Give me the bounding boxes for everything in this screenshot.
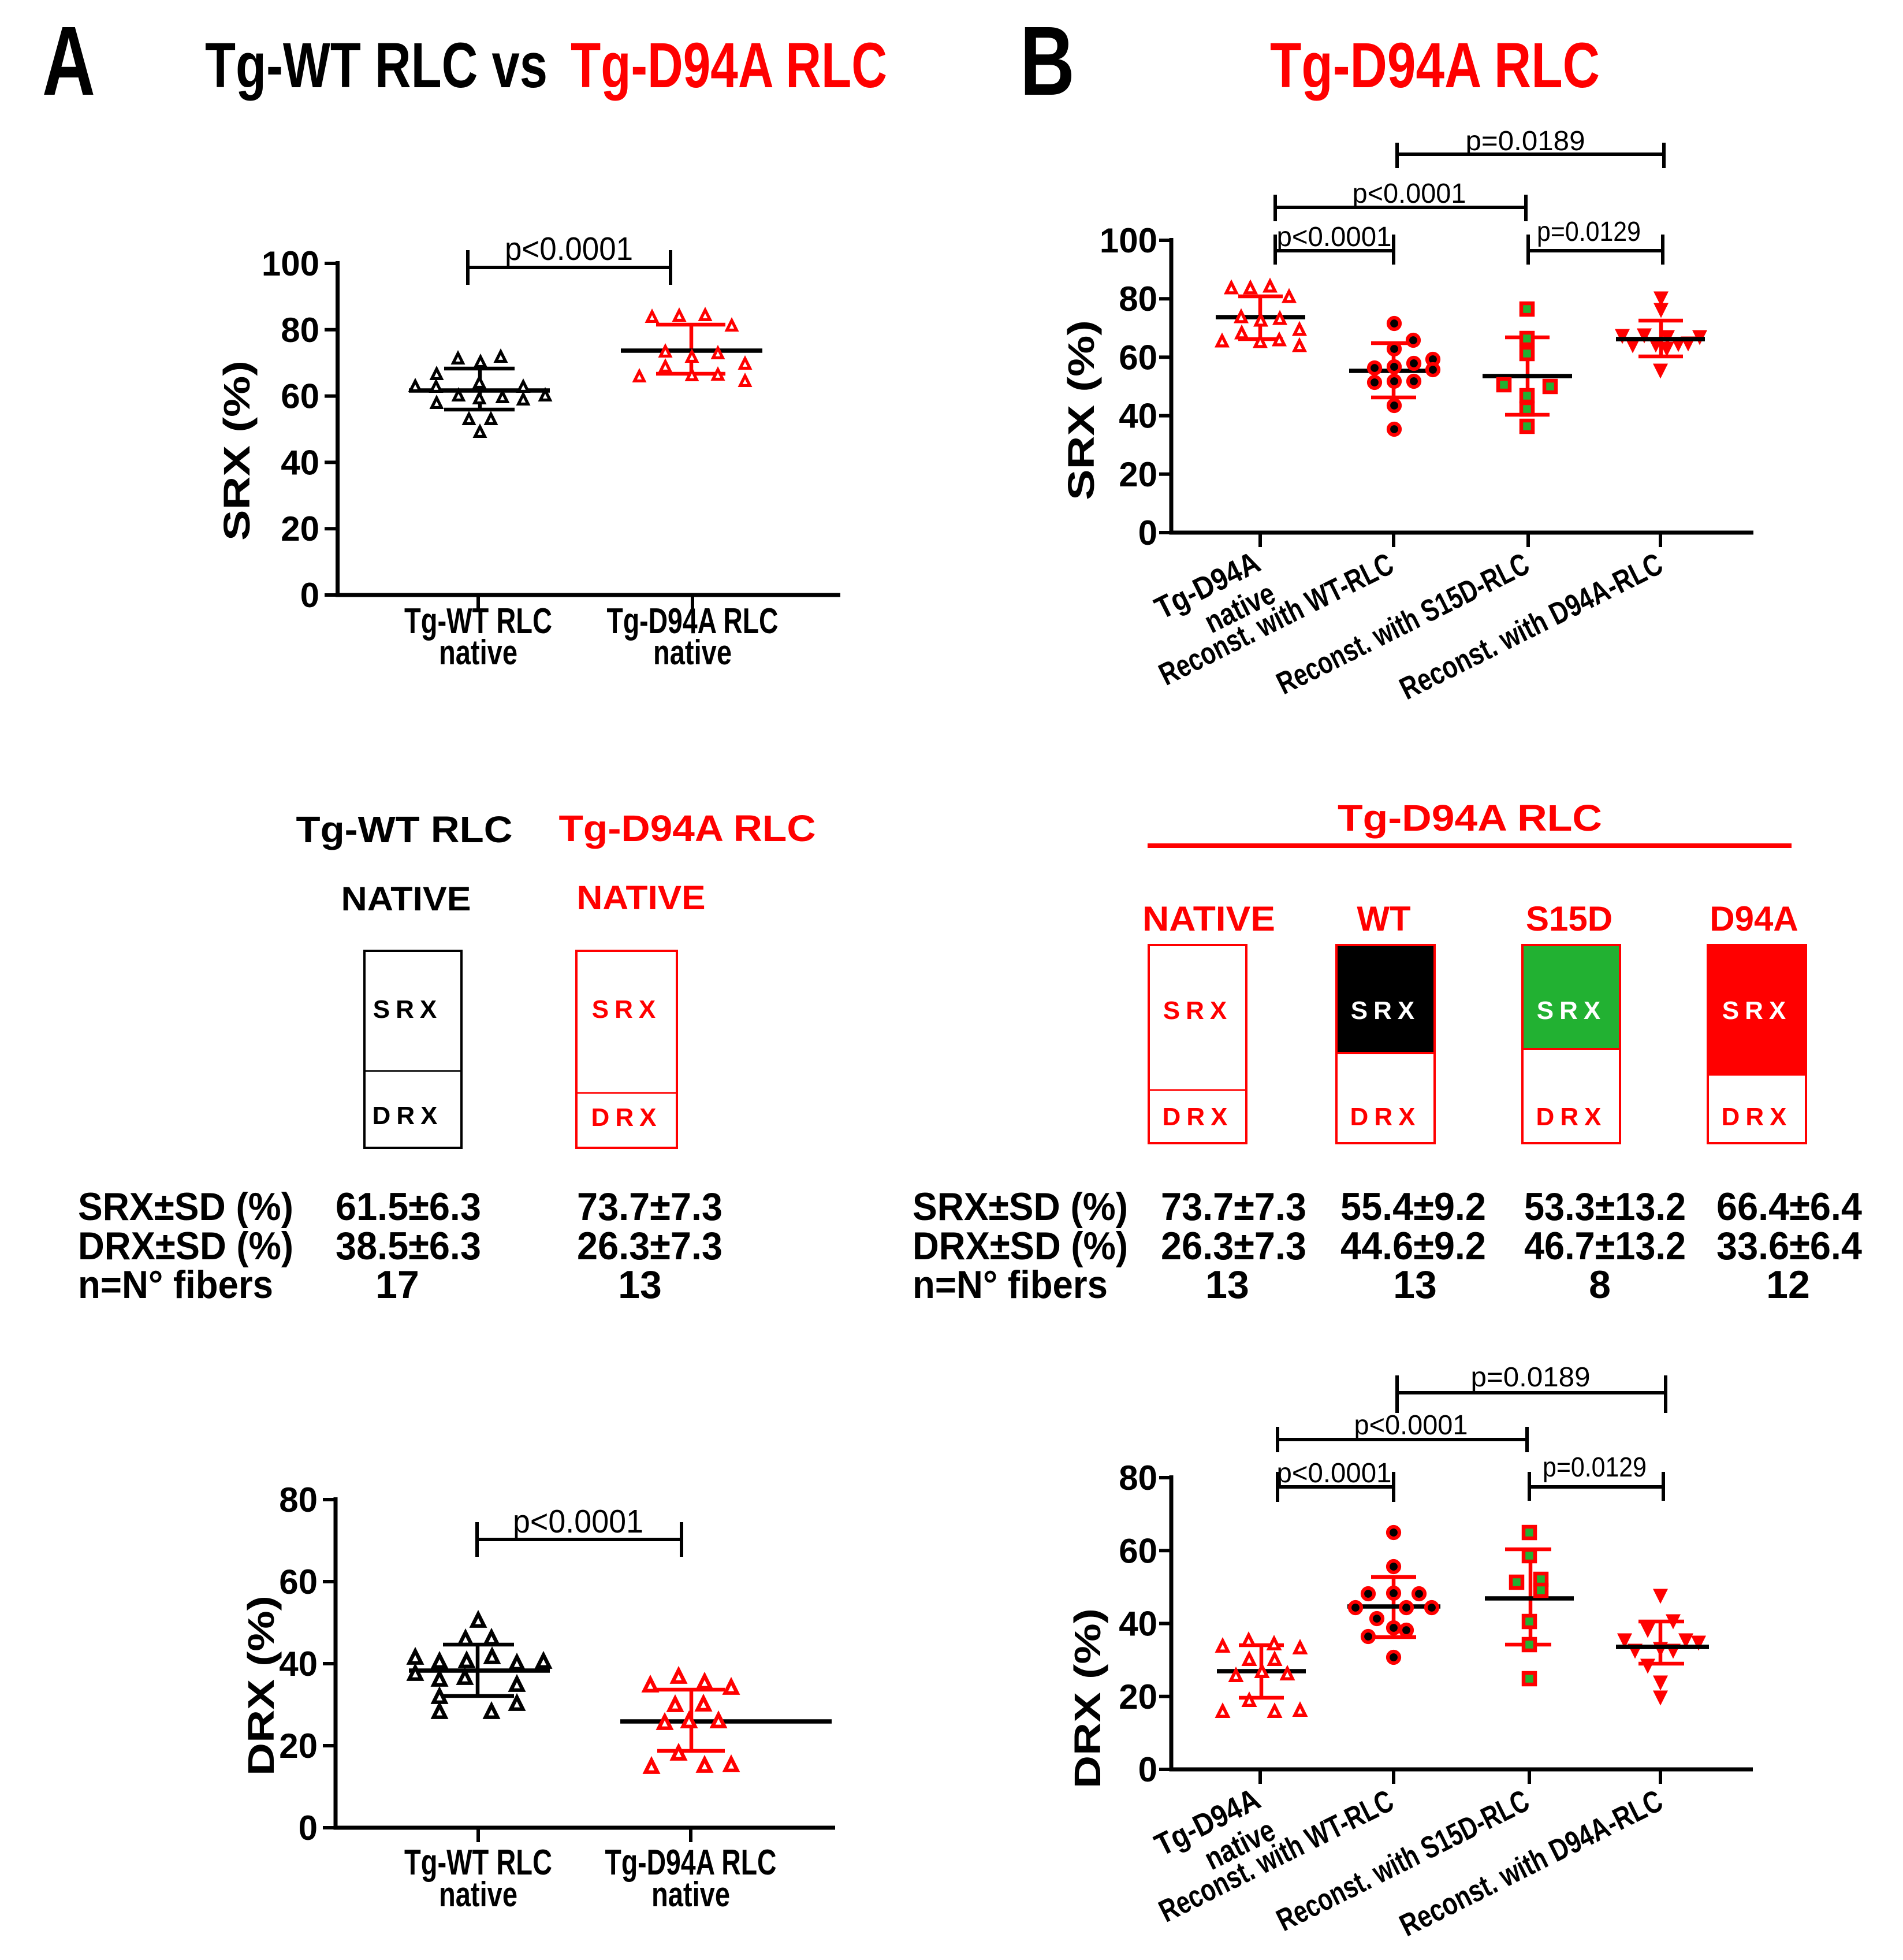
svg-text:20: 20 [1119,455,1157,494]
svg-text:p<0.0001: p<0.0001 [1354,1410,1468,1441]
svg-text:p=0.0129: p=0.0129 [1543,1452,1647,1483]
svg-text:20: 20 [1119,1678,1157,1716]
svg-text:NATIVE: NATIVE [1142,899,1275,938]
svg-text:SRX: SRX [373,995,442,1024]
svg-text:80: 80 [281,311,319,349]
svg-text:p<0.0001: p<0.0001 [1277,1458,1392,1489]
svg-text:Tg-D94A RLC: Tg-D94A RLC [607,601,779,641]
svg-text:p<0.0001: p<0.0001 [505,230,633,267]
svg-text:SRX: SRX [592,995,661,1024]
svg-text:Tg-WT RLC vs: Tg-WT RLC vs [205,30,548,101]
svg-text:0: 0 [1138,1750,1157,1789]
svg-text:DRX: DRX [1722,1103,1793,1131]
svg-text:26.3±7.3: 26.3±7.3 [577,1224,723,1268]
svg-text:80: 80 [1119,280,1157,318]
svg-text:SRX (%): SRX (%) [216,360,258,541]
svg-text:NATIVE: NATIVE [341,880,471,918]
svg-text:Tg-D94A RLC: Tg-D94A RLC [1270,30,1600,101]
svg-text:46.7±13.2: 46.7±13.2 [1524,1224,1686,1268]
svg-text:13: 13 [618,1263,662,1307]
svg-text:native: native [653,633,732,672]
svg-text:n=N° fibers: n=N° fibers [913,1263,1108,1307]
svg-text:SRX±SD (%): SRX±SD (%) [78,1185,293,1229]
svg-text:Tg-WT RLC: Tg-WT RLC [404,1843,552,1883]
svg-text:13: 13 [1393,1263,1437,1307]
svg-text:60: 60 [281,377,319,416]
svg-text:60: 60 [1119,1531,1157,1570]
svg-text:SRX: SRX [1537,996,1606,1025]
svg-text:DRX: DRX [1350,1103,1421,1131]
svg-text:33.6±6.4: 33.6±6.4 [1716,1224,1862,1268]
svg-text:p=0.0189: p=0.0189 [1471,1362,1591,1393]
svg-text:73.7±7.3: 73.7±7.3 [577,1185,723,1229]
svg-text:n=N° fibers: n=N° fibers [78,1263,273,1307]
svg-text:17: 17 [375,1263,419,1307]
svg-text:A: A [42,6,95,116]
svg-text:NATIVE: NATIVE [577,879,706,917]
svg-text:DRX: DRX [1536,1103,1607,1131]
svg-text:38.5±6.3: 38.5±6.3 [336,1224,481,1268]
svg-text:55.4±9.2: 55.4±9.2 [1340,1185,1486,1229]
svg-text:8: 8 [1589,1263,1611,1307]
svg-text:native: native [439,1875,517,1914]
svg-text:native: native [439,633,517,672]
svg-text:DRX: DRX [373,1102,444,1130]
svg-text:0: 0 [1138,514,1157,552]
svg-text:80: 80 [279,1481,318,1519]
svg-text:40: 40 [1119,1605,1157,1643]
svg-text:12: 12 [1766,1263,1810,1307]
svg-text:53.3±13.2: 53.3±13.2 [1524,1185,1686,1229]
svg-text:73.7±7.3: 73.7±7.3 [1161,1185,1306,1229]
svg-text:SRX (%): SRX (%) [1060,320,1102,500]
svg-text:native: native [651,1875,730,1914]
svg-text:40: 40 [281,443,319,482]
svg-text:SRX±SD (%): SRX±SD (%) [913,1185,1128,1229]
svg-text:100: 100 [1100,221,1157,260]
svg-text:SRX: SRX [1163,996,1232,1025]
svg-text:20: 20 [281,509,319,548]
svg-text:61.5±6.3: 61.5±6.3 [336,1185,481,1229]
svg-text:26.3±7.3: 26.3±7.3 [1161,1224,1306,1268]
svg-text:Tg-D94A RLC: Tg-D94A RLC [559,808,816,849]
svg-text:13: 13 [1205,1263,1249,1307]
svg-text:WT: WT [1357,899,1410,938]
svg-text:0: 0 [300,576,319,615]
svg-text:p=0.0189: p=0.0189 [1466,126,1585,157]
svg-text:Tg-D94A RLC: Tg-D94A RLC [1338,797,1602,839]
svg-text:60: 60 [1119,338,1157,377]
svg-text:DRX: DRX [591,1103,662,1132]
svg-text:DRX±SD (%): DRX±SD (%) [913,1224,1128,1268]
svg-text:Tg-WT RLC: Tg-WT RLC [296,809,513,850]
svg-text:p<0.0001: p<0.0001 [1277,222,1392,252]
svg-text:100: 100 [262,244,319,283]
svg-text:Tg-D94A RLC: Tg-D94A RLC [571,30,887,101]
svg-text:DRX: DRX [1163,1103,1234,1131]
svg-text:0: 0 [299,1809,318,1847]
svg-text:40: 40 [1119,397,1157,436]
svg-text:D94A: D94A [1710,899,1798,938]
svg-text:44.6±9.2: 44.6±9.2 [1340,1224,1486,1268]
svg-text:DRX (%): DRX (%) [1067,1608,1108,1788]
svg-text:66.4±6.4: 66.4±6.4 [1716,1185,1862,1229]
svg-text:B: B [1020,6,1075,116]
svg-text:p<0.0001: p<0.0001 [1353,178,1466,209]
svg-text:S15D: S15D [1526,899,1612,938]
svg-text:20: 20 [279,1727,318,1765]
svg-text:SRX: SRX [1351,996,1420,1025]
svg-text:p<0.0001: p<0.0001 [513,1503,643,1540]
svg-text:p=0.0129: p=0.0129 [1537,217,1641,247]
svg-text:40: 40 [279,1645,318,1683]
svg-text:SRX: SRX [1722,996,1792,1025]
svg-text:80: 80 [1119,1459,1157,1497]
svg-text:DRX±SD (%): DRX±SD (%) [78,1224,293,1268]
svg-text:DRX (%): DRX (%) [240,1595,282,1776]
svg-text:60: 60 [279,1563,318,1601]
svg-text:Tg-D94A RLC: Tg-D94A RLC [605,1843,777,1883]
svg-text:Tg-WT RLC: Tg-WT RLC [404,601,552,641]
